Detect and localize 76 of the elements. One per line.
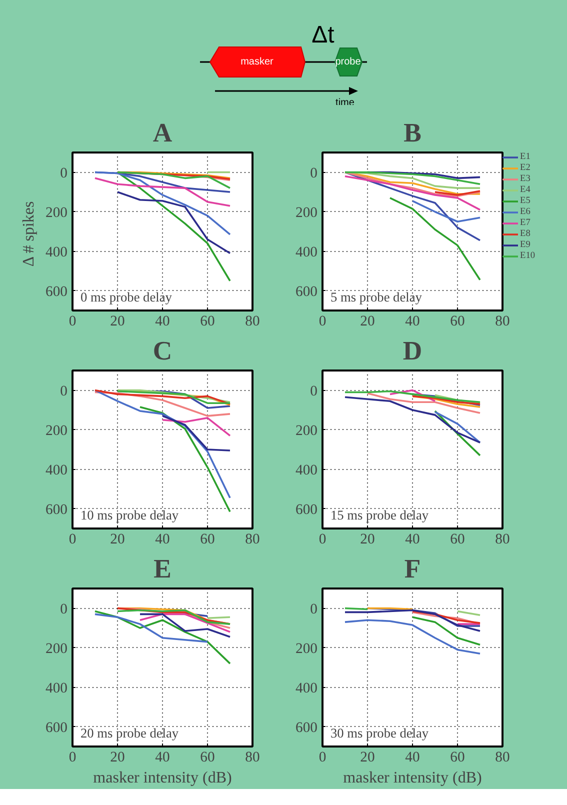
legend-label: E1 — [520, 152, 532, 162]
text: probe — [335, 56, 362, 68]
y-tick-label: 200 — [296, 204, 318, 221]
x-tick-label: 20 — [110, 750, 125, 766]
x-tick-label: 40 — [405, 314, 420, 330]
y-tick-label: 600 — [296, 502, 318, 518]
y-tick-label: 0 — [60, 601, 68, 618]
chart-title: B — [404, 118, 422, 148]
annotation: 30 ms probe delay — [330, 726, 429, 740]
legend-label: E4 — [520, 185, 532, 195]
annotation: 10 ms probe delay — [80, 508, 179, 522]
y-tick-label: 200 — [46, 640, 68, 657]
y-tick-label: 400 — [46, 680, 68, 696]
x-tick-label: 80 — [495, 750, 510, 766]
legend-label: E3 — [520, 174, 532, 184]
x-tick-label: 60 — [450, 750, 465, 766]
annotation: 15 ms probe delay — [330, 508, 429, 522]
legend-label: E6 — [520, 207, 532, 217]
x-tick-label: 80 — [495, 532, 510, 548]
chart-title: E — [154, 554, 172, 584]
y-tick-label: 400 — [296, 244, 318, 260]
x-tick-label: 40 — [155, 314, 170, 330]
x-tick-label: 20 — [360, 314, 375, 330]
legend-label: E7 — [520, 218, 532, 228]
x-tick-label: 20 — [110, 314, 125, 330]
x-tick-label: 80 — [495, 314, 510, 330]
annotation: 5 ms probe delay — [330, 290, 422, 304]
x-tick-label: 20 — [110, 532, 125, 548]
chart-title: F — [404, 554, 421, 584]
x-tick-label: 40 — [405, 532, 420, 548]
chart-title: C — [152, 336, 172, 366]
chart-title: A — [152, 118, 173, 148]
y-tick-label: 400 — [296, 462, 318, 478]
x-tick-label: 60 — [200, 750, 215, 766]
y-tick-label: 0 — [310, 383, 318, 400]
legend-label: E8 — [520, 229, 532, 239]
y-tick-label: 600 — [296, 284, 318, 300]
text: masker — [240, 56, 274, 68]
x-axis-title: masker intensity (dB) — [93, 770, 232, 786]
annotation: 0 ms probe delay — [80, 290, 172, 304]
x-tick-label: 60 — [200, 314, 215, 330]
y-axis-title: Δ # spikes — [20, 201, 38, 267]
legend-label: E9 — [520, 240, 532, 250]
y-tick-label: 200 — [296, 640, 318, 657]
x-axis-title: masker intensity (dB) — [343, 770, 482, 786]
x-tick-label: 60 — [450, 314, 465, 330]
y-tick-label: 200 — [46, 422, 68, 439]
y-tick-label: 600 — [46, 502, 68, 518]
y-tick-label: 0 — [310, 601, 318, 618]
x-tick-label: 40 — [155, 532, 170, 548]
y-tick-label: 400 — [46, 462, 68, 478]
x-tick-label: 40 — [155, 750, 170, 766]
annotation: 20 ms probe delay — [80, 726, 179, 740]
x-tick-label: 80 — [245, 532, 260, 548]
x-tick-label: 60 — [200, 532, 215, 548]
y-tick-label: 0 — [60, 383, 68, 400]
y-tick-label: 0 — [310, 165, 318, 182]
x-tick-label: 20 — [360, 750, 375, 766]
y-tick-label: 200 — [46, 204, 68, 221]
x-tick-label: 80 — [245, 750, 260, 766]
y-tick-label: 400 — [46, 244, 68, 260]
text: Δt — [312, 22, 335, 48]
x-tick-label: 40 — [405, 750, 420, 766]
x-tick-label: 20 — [360, 532, 375, 548]
legend-label: E2 — [520, 163, 532, 173]
chart-title: D — [402, 336, 422, 366]
y-tick-label: 200 — [296, 422, 318, 439]
legend-label: E10 — [520, 251, 536, 261]
x-tick-label: 60 — [450, 532, 465, 548]
y-tick-label: 600 — [46, 720, 68, 736]
y-tick-label: 600 — [46, 284, 68, 300]
x-tick-label: 80 — [245, 314, 260, 330]
y-tick-label: 600 — [296, 720, 318, 736]
legend-label: E5 — [520, 196, 532, 206]
y-tick-label: 0 — [60, 165, 68, 182]
y-tick-label: 400 — [296, 680, 318, 696]
